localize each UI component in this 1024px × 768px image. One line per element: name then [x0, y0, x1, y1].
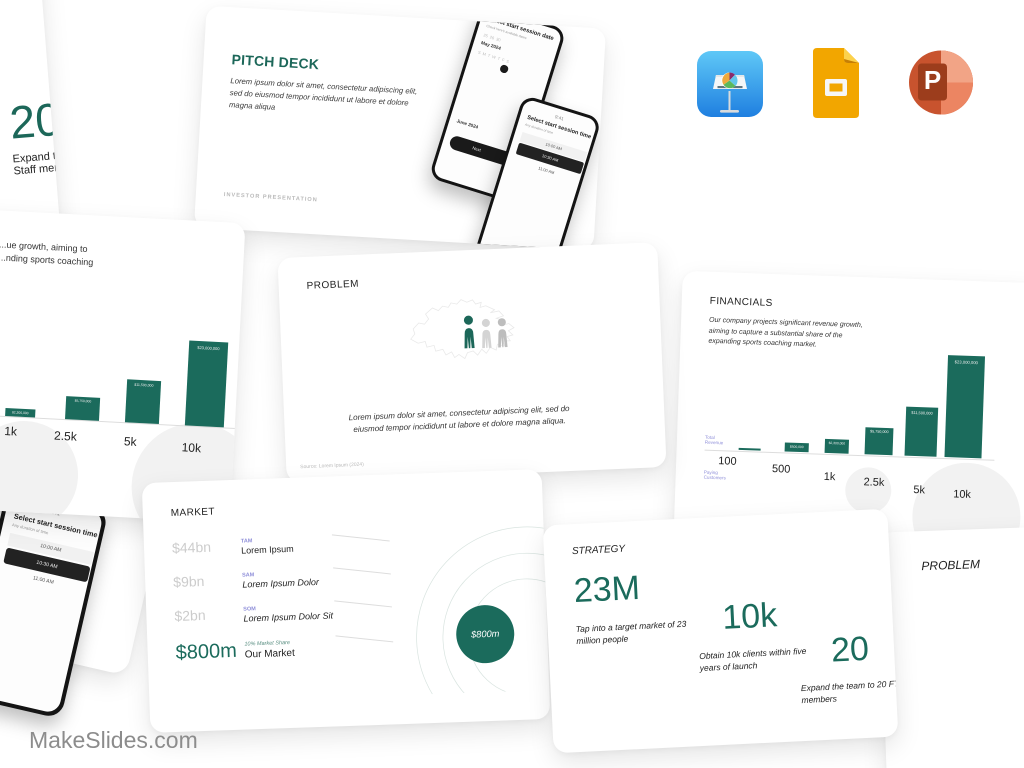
- svg-text:P: P: [924, 65, 941, 95]
